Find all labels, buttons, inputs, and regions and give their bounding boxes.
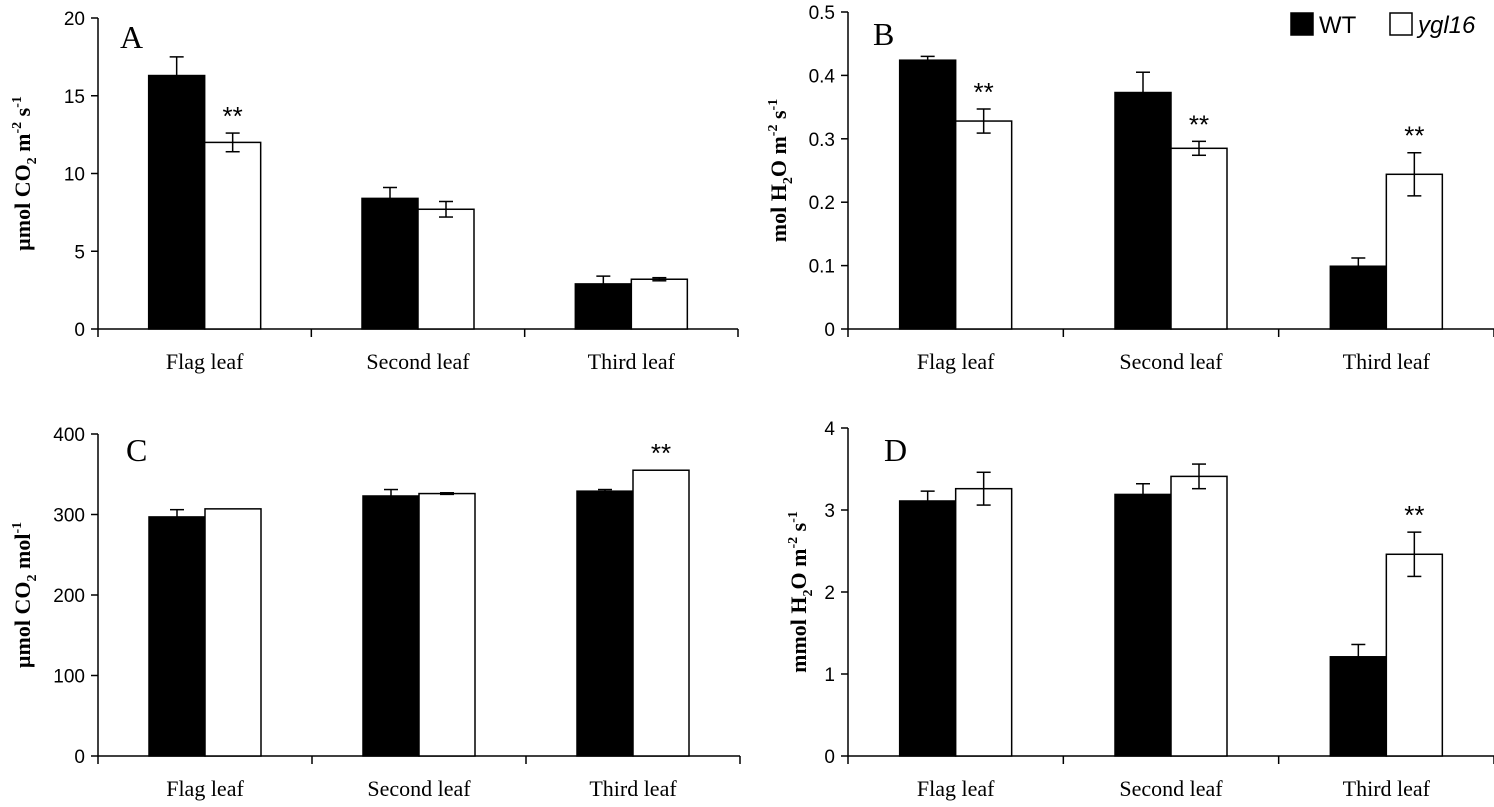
y-tick-label: 3 — [824, 501, 835, 522]
panel-label: B — [873, 16, 894, 52]
significance-marker: ** — [651, 438, 671, 468]
y-tick-label: 20 — [64, 9, 85, 30]
bar-ygl16 — [1385, 553, 1444, 757]
x-category-label: Third leaf — [589, 776, 677, 801]
y-tick-label: 100 — [53, 667, 85, 688]
chart-panel-d: 0 1 2 3 4 Flag leaf Second leaf ** Third leaf Dmm… — [786, 419, 1494, 801]
bar-ygl16 — [417, 208, 475, 330]
y-axis-label: mmol H2​O m-2​ s-1​ — [786, 511, 816, 673]
bar-wt — [1114, 91, 1172, 330]
y-tick-label: 10 — [64, 165, 85, 186]
significance-marker: ** — [974, 77, 994, 107]
y-tick-label: 2 — [824, 583, 835, 604]
bar-ygl16 — [630, 278, 689, 330]
x-category-label: Third leaf — [1343, 349, 1431, 374]
x-category-label: Flag leaf — [166, 349, 244, 374]
legend-swatch-ygl16 — [1389, 12, 1413, 36]
y-tick-label: 0 — [824, 747, 835, 768]
bar-ygl16 — [418, 492, 476, 757]
y-tick-label: 4 — [824, 419, 835, 440]
y-tick-label: 5 — [74, 242, 85, 263]
bar-ygl16 — [203, 141, 262, 330]
x-category-label: Second leaf — [1119, 776, 1223, 801]
y-tick-label: 0 — [824, 320, 835, 341]
y-tick-label: 0.2 — [809, 193, 835, 214]
chart-panel-b: 0 0.1 0.2 0.3 0.4 0.5 ** Flag leaf ** Second leaf… — [766, 3, 1494, 374]
legend-label-ygl16: ygl16 — [1416, 12, 1476, 39]
bar-ygl16 — [1170, 475, 1228, 757]
x-category-label: Third leaf — [588, 349, 676, 374]
panel-label: C — [126, 432, 147, 468]
y-axis-label: µmol CO2​ mol-1​ — [10, 522, 40, 668]
bar-wt — [576, 490, 634, 757]
bar-wt — [1114, 493, 1172, 757]
x-category-label: Third leaf — [1343, 776, 1431, 801]
bar-wt — [898, 59, 957, 330]
significance-marker: ** — [223, 101, 243, 131]
bar-wt — [898, 500, 957, 757]
significance-marker: ** — [1404, 121, 1424, 151]
bar-ygl16 — [1385, 173, 1444, 330]
bar-wt — [147, 74, 206, 330]
y-tick-label: 200 — [53, 586, 85, 607]
chart-panel-a: 0 5 10 15 20 ** Flag leaf Second leaf Third leaf… — [10, 9, 739, 374]
y-tick-label: 0 — [74, 320, 85, 341]
x-category-label: Flag leaf — [166, 776, 244, 801]
y-axis-label: µmol CO2​ m-2​ s-1​ — [10, 96, 40, 251]
y-tick-label: 0 — [74, 747, 85, 768]
bar-ygl16 — [632, 469, 690, 757]
panel-label: D — [884, 432, 907, 468]
legend-swatch-wt — [1290, 12, 1314, 36]
y-tick-label: 0.1 — [809, 257, 835, 278]
y-tick-label: 1 — [824, 665, 835, 686]
significance-marker: ** — [1404, 500, 1424, 530]
bar-ygl16 — [204, 508, 262, 757]
bar-ygl16 — [954, 120, 1013, 330]
bar-ygl16 — [1170, 147, 1228, 330]
legend: WT ygl16 — [1290, 12, 1476, 39]
bar-ygl16 — [954, 487, 1013, 757]
bar-wt — [362, 495, 420, 757]
y-axis-label: mol H2​O m-2​ s-1​ — [766, 99, 796, 242]
bar-wt — [361, 197, 419, 330]
chart-panel-c: 0 100 200 300 400 Flag leaf Second leaf ** Third… — [10, 425, 741, 801]
y-tick-label: 0.5 — [809, 3, 835, 24]
significance-marker: ** — [1189, 109, 1209, 139]
bar-wt — [1329, 265, 1388, 330]
panel-label: A — [120, 19, 143, 55]
y-tick-label: 300 — [53, 506, 85, 527]
legend-label-wt: WT — [1319, 12, 1357, 39]
y-tick-label: 0.3 — [809, 130, 835, 151]
bar-wt — [574, 283, 633, 330]
bar-wt — [148, 516, 206, 757]
y-tick-label: 400 — [53, 425, 85, 446]
x-category-label: Second leaf — [1119, 349, 1223, 374]
x-category-label: Flag leaf — [917, 776, 995, 801]
x-category-label: Second leaf — [366, 349, 470, 374]
y-tick-label: 0.4 — [809, 66, 836, 87]
x-category-label: Flag leaf — [917, 349, 995, 374]
x-category-label: Second leaf — [367, 776, 471, 801]
y-tick-label: 15 — [64, 87, 85, 108]
bar-wt — [1329, 656, 1388, 757]
